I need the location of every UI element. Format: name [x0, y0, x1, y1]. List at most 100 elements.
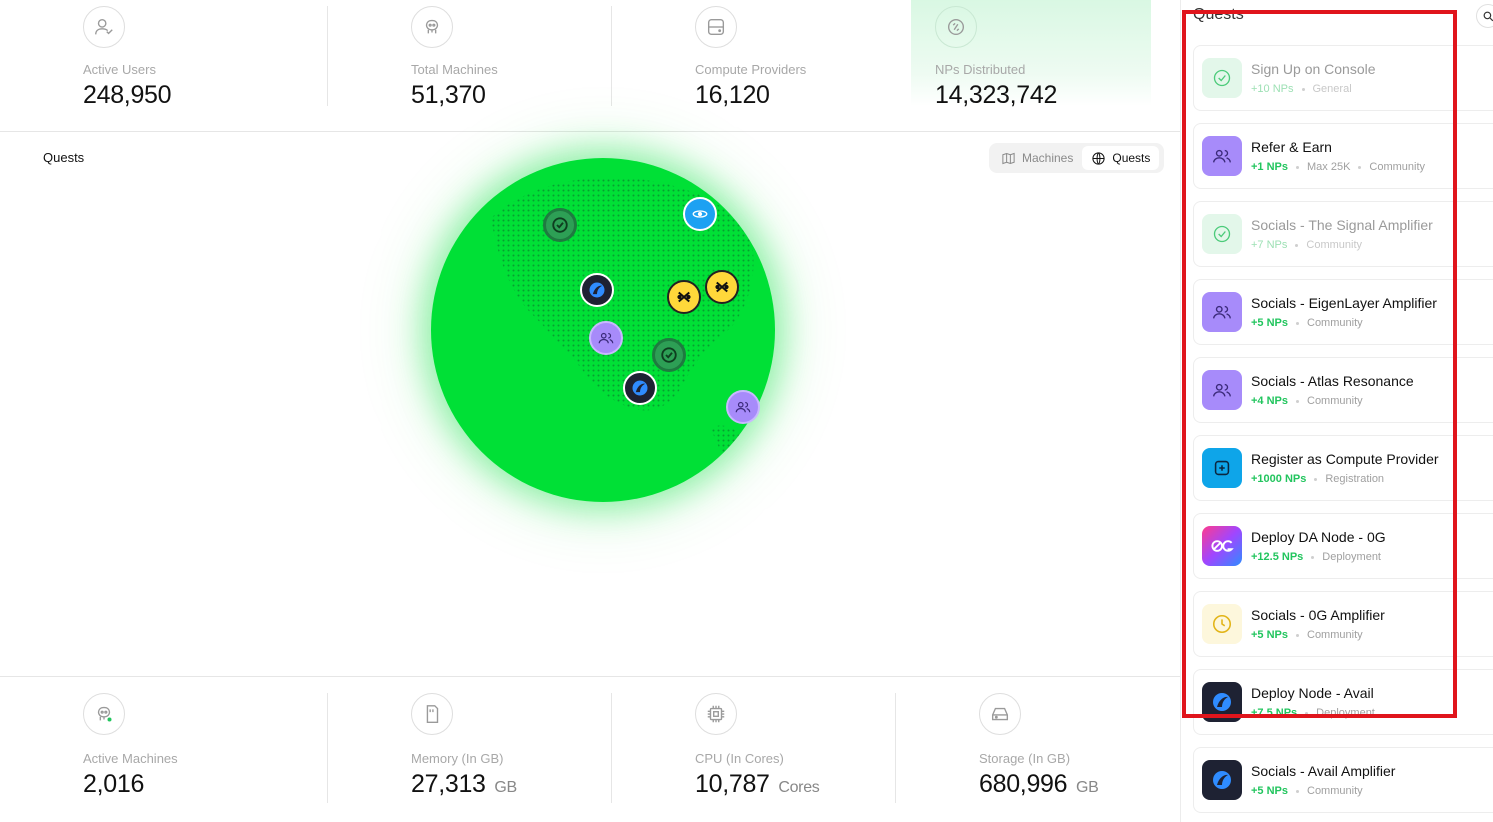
stat-value: 680,996 GB: [979, 770, 1179, 799]
user-check-icon: [83, 6, 125, 48]
orbit-icon: [692, 210, 708, 218]
stat-label: Compute Providers: [695, 62, 807, 77]
marker-network[interactable]: [683, 197, 717, 231]
stats-bottom-row: Active Machines 2,016 Memory (In GB) 27,…: [0, 676, 1180, 822]
quest-item[interactable]: Socials - Avail Amplifier +5 NPs Communit…: [1193, 747, 1493, 813]
globe-icon: [1092, 151, 1105, 165]
map-icon: [1002, 152, 1015, 164]
server-icon: [695, 6, 737, 48]
avail-logo-icon: [1202, 760, 1242, 800]
hard-drive-icon: [979, 693, 1021, 735]
memory-card-icon: [411, 693, 453, 735]
quest-reward: +7.5 NPs: [1251, 707, 1298, 719]
toggle-machines[interactable]: Machines: [992, 146, 1082, 170]
avail-logo-icon: [589, 282, 605, 298]
quest-item[interactable]: Socials - The Signal Amplifier +7 NPs Com…: [1193, 201, 1493, 267]
check-circle-icon: [1202, 214, 1242, 254]
quest-list: Sign Up on Console +10 NPs General Refer …: [1193, 45, 1493, 822]
quest-item[interactable]: Deploy Node - Avail +7.5 NPs Deployment: [1193, 669, 1493, 735]
quest-tag: Community: [1307, 785, 1363, 797]
quest-title: Socials - 0G Amplifier: [1251, 607, 1385, 623]
quest-tag: Community: [1369, 161, 1426, 173]
stat-storage: Storage (In GB) 680,996 GB: [895, 693, 1179, 803]
quest-tag: Community: [1306, 239, 1363, 251]
marker-community[interactable]: [589, 321, 623, 355]
stat-memory: Memory (In GB) 27,313 GB: [327, 693, 611, 803]
toggle-quests-label: Quests: [1112, 151, 1151, 165]
quest-reward: +7 NPs: [1251, 239, 1288, 251]
quest-title: Socials - The Signal Amplifier: [1251, 217, 1433, 233]
quest-tag: Deployment: [1316, 707, 1375, 719]
quest-tag: Max 25K: [1307, 161, 1351, 173]
check-icon: [661, 347, 677, 363]
quest-item[interactable]: Socials - Atlas Resonance +4 NPs Communit…: [1193, 357, 1493, 423]
marker-avail[interactable]: [623, 371, 657, 405]
quest-reward: +4 NPs: [1251, 395, 1288, 407]
stat-value: 14,323,742: [935, 81, 1058, 109]
map-section: Quests Machines Quests: [27, 133, 1180, 676]
quest-title: Socials - Avail Amplifier: [1251, 763, 1396, 779]
users-icon: [1202, 292, 1242, 332]
users-icon: [1202, 136, 1242, 176]
stat-unit: GB: [1075, 779, 1099, 796]
quest-item[interactable]: Refer & Earn +1 NPs Max 25K Community: [1193, 123, 1493, 189]
check-icon: [552, 217, 568, 233]
quest-item[interactable]: Socials - EigenLayer Amplifier +5 NPs Com…: [1193, 279, 1493, 345]
quest-tag: Registration: [1325, 473, 1385, 485]
stat-value: 27,313 GB: [411, 770, 611, 799]
stat-active-machines: Active Machines 2,016: [0, 693, 327, 803]
x-logo-icon: [715, 281, 729, 293]
stat-nps-distributed: NPs Distributed 14,323,742: [911, 0, 1151, 109]
quest-reward: +5 NPs: [1251, 629, 1288, 641]
stat-number: 680,996: [979, 770, 1068, 798]
quest-item[interactable]: Register as Compute Provider +1000 NPs Re…: [1193, 435, 1493, 501]
marker-token[interactable]: [705, 270, 739, 304]
stat-number: 2,016: [83, 770, 145, 798]
users-icon: [598, 332, 614, 344]
stat-label: Storage (In GB): [979, 751, 1071, 766]
marker-community[interactable]: [726, 390, 760, 424]
stat-value: 10,787 Cores: [695, 770, 895, 799]
stat-active-users: Active Users 248,950: [0, 6, 327, 109]
search-button[interactable]: [1476, 4, 1493, 28]
quest-tag: Deployment: [1322, 551, 1381, 563]
stat-number: 27,313: [411, 770, 486, 798]
quest-item[interactable]: Socials - 0G Amplifier +5 NPs Community: [1193, 591, 1493, 657]
quest-item[interactable]: Sign Up on Console +10 NPs General: [1193, 45, 1493, 111]
stat-value: 16,120: [695, 81, 770, 109]
plus-square-icon: [1202, 448, 1242, 488]
marker-check[interactable]: [652, 338, 686, 372]
marker-check[interactable]: [543, 208, 577, 242]
og-logo-icon: [1202, 526, 1242, 566]
stat-label: NPs Distributed: [935, 62, 1026, 77]
quest-title: Deploy DA Node - 0G: [1251, 529, 1386, 545]
quest-tag: Community: [1307, 395, 1363, 407]
quest-reward: +1000 NPs: [1251, 473, 1307, 485]
quest-reward: +1 NPs: [1251, 161, 1288, 173]
quest-reward: +12.5 NPs: [1251, 551, 1304, 563]
check-circle-icon: [1202, 58, 1242, 98]
toggle-quests[interactable]: Quests: [1082, 146, 1160, 170]
stat-label: Active Machines: [83, 751, 178, 766]
panel-title: Quests: [1193, 6, 1244, 23]
quest-tag: Community: [1307, 629, 1363, 641]
quest-title: Socials - EigenLayer Amplifier: [1251, 295, 1437, 311]
users-icon: [1202, 370, 1242, 410]
quest-title: Sign Up on Console: [1251, 61, 1376, 77]
stat-label: Total Machines: [411, 62, 498, 77]
view-toggle: Machines Quests: [989, 143, 1164, 173]
stat-label: Memory (In GB): [411, 751, 504, 766]
marker-token[interactable]: [667, 280, 701, 314]
stats-top-row: Active Users 248,950 Total Machines 51,3…: [0, 0, 1180, 132]
quest-item[interactable]: Deploy DA Node - 0G +12.5 NPs Deployment: [1193, 513, 1493, 579]
stat-number: 10,787: [695, 770, 770, 798]
stat-value: 2,016: [83, 770, 327, 799]
robot-icon: [411, 6, 453, 48]
quest-title: Deploy Node - Avail: [1251, 685, 1374, 701]
marker-avail[interactable]: [580, 273, 614, 307]
toggle-machines-label: Machines: [1022, 151, 1074, 165]
quest-title: Register as Compute Provider: [1251, 451, 1439, 467]
quests-panel: Quests Sign Up on Console +10 NPs General…: [1180, 0, 1493, 822]
users-icon: [735, 401, 751, 413]
stat-value: 51,370: [411, 81, 486, 109]
